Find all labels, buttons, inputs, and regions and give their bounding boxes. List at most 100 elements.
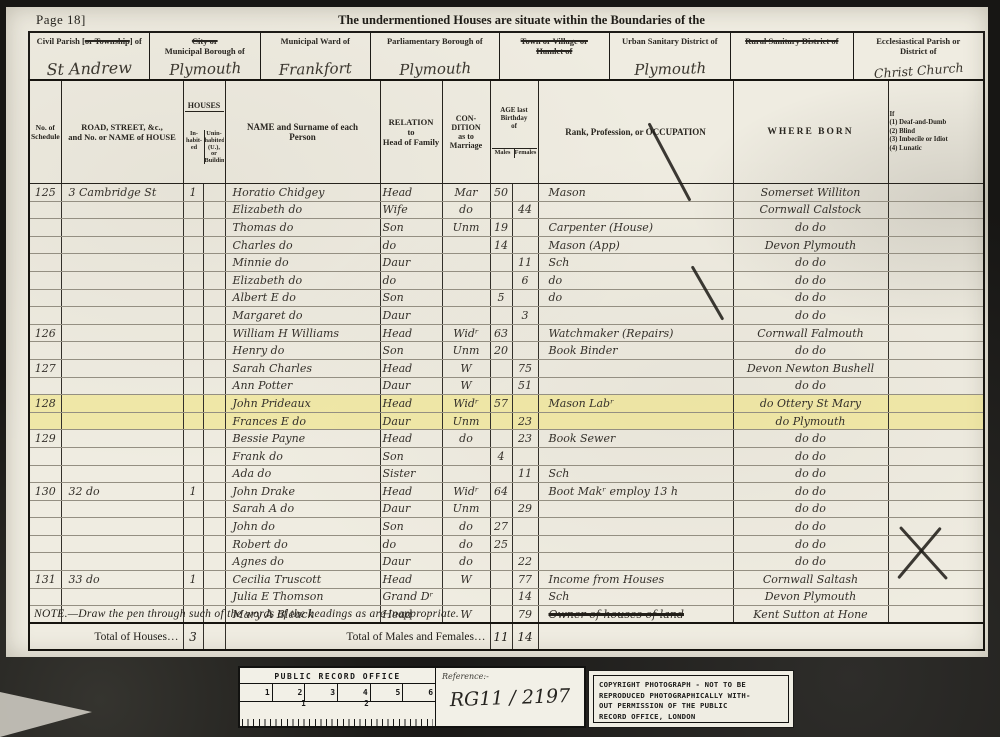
- empty-cell: [538, 622, 985, 651]
- cell-inf: [888, 201, 985, 220]
- cell-cond: do: [442, 517, 491, 536]
- cell-m: [490, 377, 513, 396]
- cell-born: do do: [733, 535, 889, 554]
- cell-name: Horatio Chidgey: [225, 183, 381, 202]
- cell-inf: [888, 605, 985, 624]
- cell-f: [512, 447, 539, 466]
- cell-inf: [888, 324, 985, 343]
- cell-born: do do: [733, 482, 889, 501]
- cell-road: [61, 447, 184, 466]
- table-row: Ada do Sister 11 Sch do do: [29, 465, 985, 484]
- cell-occ: Mason Labʳ: [538, 394, 734, 413]
- cell-u: [203, 588, 226, 607]
- cell-s: [29, 236, 62, 255]
- cell-born: do do: [733, 306, 889, 325]
- copyright-stamp: COPYRIGHT PHOTOGRAPH - NOT TO BE REPRODU…: [588, 670, 794, 728]
- cell-name: Charles do: [225, 236, 381, 255]
- cell-road: [61, 517, 184, 536]
- cell-name: John do: [225, 517, 381, 536]
- cell-rel: Head: [380, 429, 443, 448]
- cell-born: do do: [733, 289, 889, 308]
- cell-road: [61, 324, 184, 343]
- cell-u: [203, 183, 226, 202]
- cell-born: do do: [733, 552, 889, 572]
- cell-road: [61, 271, 184, 290]
- cell-m: [490, 201, 513, 220]
- district-label: Parliamentary Borough of: [386, 36, 483, 46]
- cell-name: Thomas do: [225, 218, 381, 237]
- table-row: Albert E do Son 5 do do do: [29, 289, 985, 308]
- cell-rel: Daur: [380, 377, 443, 396]
- col-header-uninhabited: Unin- habited (U.), or Building (B.): [203, 130, 224, 164]
- cell-name: Agnes do: [225, 552, 381, 572]
- cell-u: [203, 236, 226, 255]
- cell-m: [490, 306, 513, 325]
- cell-u: [203, 377, 226, 396]
- cell-road: [61, 289, 184, 308]
- cell-inf: [888, 289, 985, 308]
- cell-inf: [888, 500, 985, 519]
- district-label: Municipal Ward of: [280, 36, 350, 46]
- cell-born: do do: [733, 465, 889, 484]
- cell-f: [512, 535, 539, 554]
- cell-cond: Mar: [442, 183, 491, 202]
- district-cell-ecclesiastical-parish: Ecclesiastical Parish or District of Chr…: [854, 33, 983, 81]
- cell-occ: Sch: [538, 253, 734, 272]
- cell-f: 77: [512, 570, 539, 589]
- cell-name: Albert E do: [225, 289, 381, 308]
- cell-cond: [442, 271, 491, 290]
- cell-i: [183, 306, 204, 325]
- cell-u: [203, 500, 226, 519]
- cell-s: [29, 271, 62, 290]
- cell-f: [512, 517, 539, 536]
- cell-m: 25: [490, 535, 513, 554]
- cell-name: Ada do: [225, 465, 381, 484]
- cell-s: [29, 218, 62, 237]
- cell-inf: [888, 429, 985, 448]
- cell-m: [490, 552, 513, 572]
- col-header-condition: CON- DITION as to Marriage: [441, 79, 491, 184]
- cell-i: [183, 271, 204, 290]
- cell-cond: do: [442, 535, 491, 554]
- cell-cond: W: [442, 377, 491, 396]
- col-header-females: Females: [513, 149, 537, 158]
- cell-rel: Head: [380, 605, 443, 624]
- ruler-scale-number: 4: [338, 684, 371, 701]
- cell-f: 75: [512, 359, 539, 378]
- cell-i: [183, 218, 204, 237]
- cell-u: [203, 271, 226, 290]
- table-row: 125 3 Cambridge St 1 Horatio Chidgey Head Mar…: [29, 183, 985, 202]
- cell-occ: [538, 377, 734, 396]
- cell-cond: do: [442, 552, 491, 572]
- cell-m: [490, 359, 513, 378]
- cell-i: [183, 588, 204, 607]
- cell-name: Sarah Charles: [225, 359, 381, 378]
- cell-name: Julia E Thomson: [225, 588, 381, 607]
- cell-s: [29, 535, 62, 554]
- table-row: John do Son do 27 do do: [29, 517, 985, 536]
- cell-f: 3: [512, 306, 539, 325]
- cell-road: [61, 218, 184, 237]
- district-cell-rural-sanitary: Rural Sanitary District of: [731, 33, 854, 79]
- cell-rel: Daur: [380, 500, 443, 519]
- cell-rel: Daur: [380, 253, 443, 272]
- district-label: Urban Sanitary District of: [622, 36, 718, 46]
- cell-m: [490, 570, 513, 589]
- cell-name: Henry do: [225, 341, 381, 360]
- cell-occ: Sch: [538, 465, 734, 484]
- col-header-inhabited: In- habit- ed: [185, 130, 203, 151]
- ruler-lower-number: 1: [301, 699, 306, 708]
- cell-cond: W: [442, 359, 491, 378]
- district-cell-town-village: Town or Village or Hamlet of: [500, 33, 610, 79]
- cell-road: [61, 394, 184, 413]
- ruler-ticks: 1 2: [242, 699, 433, 726]
- cell-rel: do: [380, 535, 443, 554]
- cell-f: 14: [512, 588, 539, 607]
- cell-i: [183, 341, 204, 360]
- reference-value: RG11 / 2197: [449, 684, 571, 712]
- cell-i: [183, 535, 204, 554]
- municipal-borough-value: Plymouth: [168, 59, 241, 79]
- cell-u: [203, 253, 226, 272]
- district-cell-urban-sanitary: Urban Sanitary District of Plymouth: [610, 33, 732, 79]
